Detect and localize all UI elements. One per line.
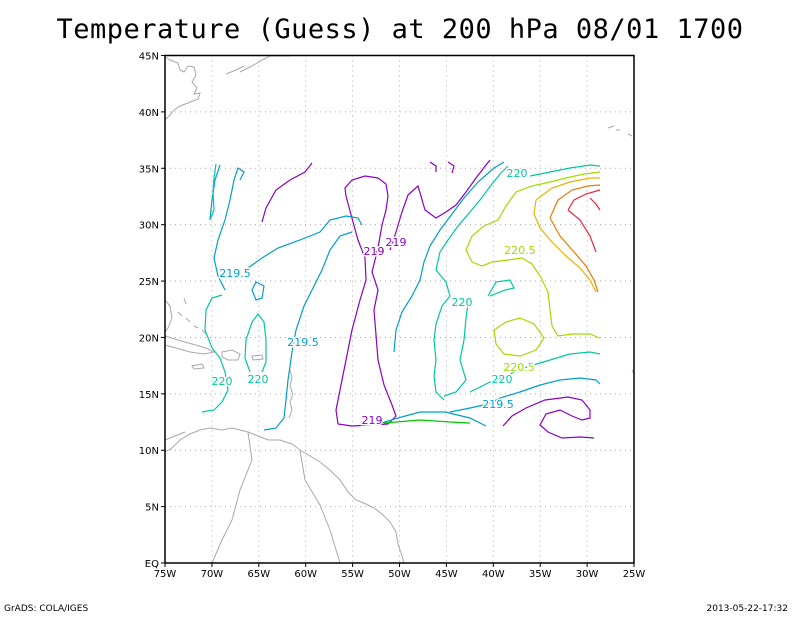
contour-222-a [567,189,601,211]
coastlines [164,55,635,564]
coastline-hispaniola [221,349,241,361]
coastline-guyana-border [211,431,341,564]
contour-219-b [335,175,397,427]
contour-219-5-f [449,377,601,413]
coastline-puerto-rico [251,354,264,361]
contour-219-5-c [263,231,353,431]
contour-220-h [487,279,515,297]
contour-label: 219.5 [219,267,251,280]
lon-label: 55W [341,569,364,580]
contour-220-c [209,163,217,221]
lon-label: 30W [576,569,599,580]
contour-219-a [261,162,313,223]
contour-219-5-b [247,215,363,269]
lat-label: 45N [139,52,159,63]
contour-221-5-b [549,217,599,293]
coastline-central-america [164,431,186,441]
contour-220-g [529,164,601,177]
contour-219-e [502,396,595,439]
coastline-jamaica [191,363,205,370]
contour-222-b [567,209,597,253]
contour-label: 220.5 [503,361,535,374]
coastline-bahamas [177,297,207,335]
lat-label: 5N [145,503,159,514]
contour-label: 219 [364,245,385,258]
contour-219-5-d [377,411,487,427]
contour-220-b [244,313,267,373]
contour-label: 220 [507,167,528,180]
lat-label: EQ [145,559,159,570]
lat-label: 20N [139,333,159,344]
coastline-north-america [164,56,201,121]
contour-label: 220 [452,296,473,309]
map-frame [164,54,635,564]
map-title: Temperature (Guess) at 200 hPa 08/01 170… [56,14,744,45]
coastline-azores [607,125,633,137]
contour-221-5-a [549,184,601,219]
contour-label: 219 [362,414,383,427]
lon-label: 60W [294,569,317,580]
contour-219-5-g [251,281,265,301]
contour-222-c [589,197,601,211]
footer-timestamp: 2013-05-22-17:32 [706,604,789,614]
lon-label: 25W [623,569,646,580]
lon-label: 75W [154,569,177,580]
lat-label: 10N [139,446,159,457]
temperature-contours [201,159,601,439]
footer-credit: GrADS: COLA/IGES [4,604,89,614]
contour-label: 219 [386,236,407,249]
contour-label: 220 [248,373,269,386]
lon-label: 40W [482,569,505,580]
contour-220-5-a [493,317,545,357]
lon-label: 65W [247,569,270,580]
contour-label: 220 [212,375,233,388]
lon-label: 45W [435,569,458,580]
lat-label: 35N [139,164,159,175]
latitude-labels: EQ 5N 10N 15N 20N 25N 30N 35N 40N 45N [139,52,159,571]
contour-219-d [429,161,455,174]
contour-220-a [201,294,229,413]
lat-label: 25N [139,277,159,288]
coastline-lesser-antilles [288,369,294,419]
contour-green-line [383,419,471,424]
lat-label: 40N [139,108,159,119]
contour-220-d [433,165,509,401]
lon-label: 50W [388,569,411,580]
lon-label: 70W [201,569,224,580]
contour-label: 220.5 [504,244,536,257]
coastline-nova-scotia [225,55,290,75]
contour-219-5-e [393,161,505,353]
lat-label: 15N [139,390,159,401]
graticule [165,55,634,563]
contour-label: 219.5 [287,336,319,349]
contour-label: 220 [492,373,513,386]
contour-label: 219.5 [482,398,514,411]
coastline-florida [164,299,173,333]
contour-219-c [389,159,491,251]
longitude-labels: 75W 70W 65W 60W 55W 50W 45W 40W 35W 30W 25W [154,569,646,580]
contour-220-e [443,303,469,397]
coastline-cuba [164,335,216,355]
contour-221-a [535,177,600,201]
coastline-south-america [164,427,405,564]
lon-label: 35W [529,569,552,580]
axis-ticks [161,55,635,567]
contour-221-b [533,199,597,293]
contour-220-5-c [471,257,601,339]
contour-220-f [469,351,601,393]
contour-220-5-b [465,171,601,263]
lat-label: 30N [139,221,159,232]
